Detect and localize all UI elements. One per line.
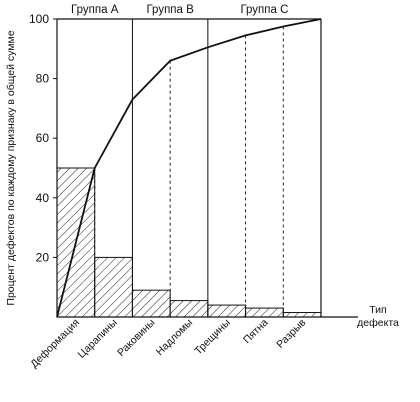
bars-layer bbox=[56, 167, 322, 318]
y-tick-label: 60 bbox=[36, 131, 50, 145]
category-label-6: Пятна bbox=[241, 317, 271, 347]
y-tick-label: 80 bbox=[36, 72, 50, 86]
plot-frame bbox=[53, 18, 358, 318]
category-label-4: Надломы bbox=[154, 317, 195, 358]
category-label-1: Деформация bbox=[28, 317, 82, 371]
x-axis-title-line: дефекта bbox=[357, 317, 399, 329]
x-axis-title: Тип дефекта bbox=[357, 304, 399, 329]
category-label-2: Царапины bbox=[76, 317, 120, 361]
bar-4 bbox=[169, 300, 209, 318]
bar-7 bbox=[282, 312, 322, 318]
y-tick-label: 40 bbox=[36, 191, 50, 205]
category-label-7: Разрыв bbox=[274, 316, 308, 350]
y-axis-title: Процент дефектов по каждому признаку в о… bbox=[5, 30, 17, 305]
bar-5 bbox=[207, 304, 247, 318]
bar-2 bbox=[94, 256, 133, 318]
y-tick-label: 20 bbox=[36, 250, 50, 264]
category-label-5: Трещины bbox=[192, 317, 233, 358]
cumulative-line bbox=[56, 18, 322, 318]
cumulative-line-layer bbox=[56, 18, 322, 318]
group-label-3: Группа С bbox=[240, 4, 288, 16]
group-label-1: Группа А bbox=[71, 4, 119, 16]
bar-3 bbox=[131, 289, 171, 318]
category-label-3: Раковины bbox=[115, 317, 157, 359]
y-tick-label: 100 bbox=[29, 12, 49, 26]
group-label-2: Группа В bbox=[146, 4, 194, 16]
x-axis-title-line: Тип bbox=[369, 304, 387, 316]
bar-6 bbox=[245, 307, 284, 318]
